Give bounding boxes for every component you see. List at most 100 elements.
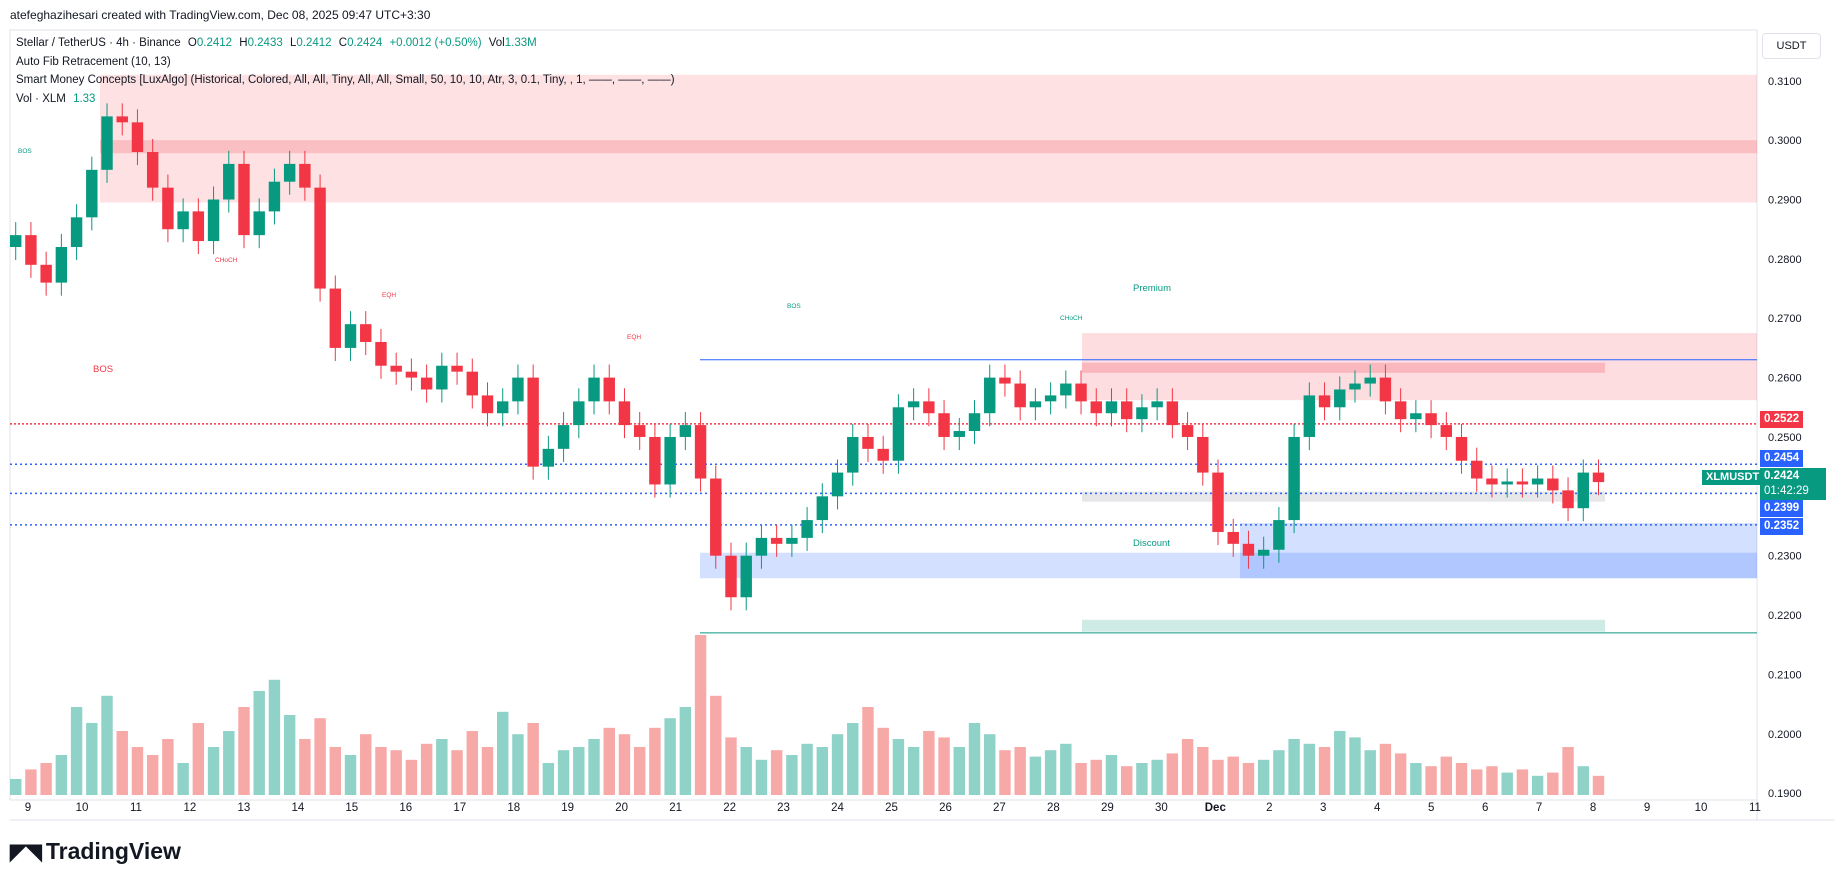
candle-body	[192, 211, 205, 242]
x-tick-label: 26	[939, 802, 952, 814]
candle-body	[390, 365, 402, 372]
smc-annotation: Premium	[1133, 283, 1171, 294]
volume-bar	[603, 727, 615, 795]
smc-annotation: EQH	[382, 292, 396, 299]
candle-body	[542, 448, 555, 467]
candle-body	[101, 116, 113, 170]
x-tick-label: 7	[1536, 802, 1542, 814]
close-value: 0.2424	[347, 37, 383, 49]
x-tick-label: 13	[237, 802, 250, 814]
volume-bar	[283, 715, 296, 795]
candle-body	[1410, 413, 1422, 420]
currency-button[interactable]: USDT	[1762, 33, 1821, 59]
smc-annotation: CHoCH	[215, 257, 238, 264]
x-tick-label: 17	[453, 802, 466, 814]
volume-bar	[375, 747, 387, 795]
volume-bar	[207, 747, 220, 795]
ohlc-row[interactable]: Stellar / TetherUS · 4h · Binance O0.241…	[16, 34, 675, 53]
candle-body	[1531, 478, 1544, 485]
change-value: +0.0012 (+0.50%)	[389, 37, 482, 49]
candle-body	[25, 235, 37, 265]
candle-body	[299, 163, 311, 188]
candle-body	[238, 163, 250, 236]
volume-bar	[1181, 739, 1194, 795]
indicator-volume[interactable]: Vol · XLM 1.33	[16, 90, 675, 109]
candle-body	[314, 187, 326, 289]
candle-body	[1288, 436, 1300, 521]
low-value: 0.2412	[296, 37, 332, 49]
candle-body	[436, 365, 448, 390]
candle-body	[862, 436, 874, 449]
volume-value: 1.33M	[504, 37, 537, 49]
volume-bar	[146, 755, 159, 795]
volume-bar	[1212, 759, 1224, 795]
volume-bar	[1592, 775, 1605, 795]
candle-body	[1440, 425, 1453, 437]
x-tick-label: 10	[1695, 802, 1708, 814]
volume-bar	[710, 695, 722, 795]
volume-bar	[1501, 772, 1513, 795]
y-tick-label: 0.2100	[1768, 669, 1802, 681]
candle-body	[1364, 377, 1376, 384]
candle-body	[786, 537, 798, 544]
volume-bar	[1394, 753, 1407, 795]
volume-bar	[847, 723, 859, 795]
x-tick-label: Dec	[1205, 802, 1227, 814]
volume-bar	[177, 763, 189, 795]
candle-body	[618, 401, 631, 426]
candle-body	[344, 324, 357, 348]
volume-bar	[664, 718, 676, 795]
candle-body	[1394, 401, 1407, 420]
candle-body	[923, 401, 935, 414]
candle-body	[1044, 395, 1057, 402]
candle-body	[268, 181, 281, 212]
volume-bar	[40, 763, 52, 795]
candle-body	[877, 448, 889, 461]
candle-body	[1349, 383, 1361, 390]
volume-key: Vol	[488, 37, 505, 49]
candle-body	[10, 235, 22, 247]
candle-body	[938, 413, 950, 437]
candle-body	[710, 478, 722, 556]
volume-bar	[527, 723, 539, 795]
x-tick-label: 15	[345, 802, 358, 814]
volume-bar	[86, 723, 98, 795]
volume-bar	[223, 731, 235, 795]
volume-bar	[1090, 759, 1102, 795]
y-tick-label: 0.2900	[1768, 195, 1802, 207]
volume-bar	[1288, 739, 1300, 795]
volume-bar	[1151, 759, 1163, 795]
candle-body	[207, 199, 220, 242]
candle-body	[1242, 543, 1255, 556]
tradingview-logo[interactable]: ◤◥ TradingView	[10, 838, 181, 865]
x-tick-label: 24	[831, 802, 844, 814]
volume-bar	[1303, 743, 1316, 795]
smc-annotation: BOS	[93, 364, 113, 375]
volume-indicator-value: 1.33	[73, 92, 96, 105]
supply-zone	[100, 74, 1757, 203]
candle-body	[1334, 389, 1346, 408]
x-tick-label: 20	[615, 802, 628, 814]
smc-annotation: BOS	[18, 148, 32, 155]
volume-indicator-label: Vol · XLM	[16, 92, 66, 105]
candle-body	[497, 401, 509, 414]
volume-bar	[725, 737, 737, 795]
volume-bar	[770, 750, 783, 795]
smc-annotation: Discount	[1133, 538, 1170, 549]
candle-body	[1562, 490, 1574, 509]
volume-bar	[786, 755, 798, 795]
indicator-smc[interactable]: Smart Money Concepts [LuxAlgo] (Historic…	[16, 74, 675, 86]
volume-bar	[192, 723, 205, 795]
candle-body	[1303, 395, 1316, 437]
volume-bar	[481, 747, 494, 795]
candle-body	[1516, 481, 1529, 485]
smc-annotation: BOS	[787, 303, 801, 310]
volume-bar	[573, 747, 585, 795]
volume-bar	[1471, 769, 1483, 795]
candle-body	[55, 247, 68, 283]
y-tick-label: 0.2000	[1768, 729, 1802, 741]
candle-body	[131, 122, 144, 153]
indicator-fib[interactable]: Auto Fib Retracement (10, 13)	[16, 55, 171, 68]
volume-bar	[1531, 775, 1544, 795]
